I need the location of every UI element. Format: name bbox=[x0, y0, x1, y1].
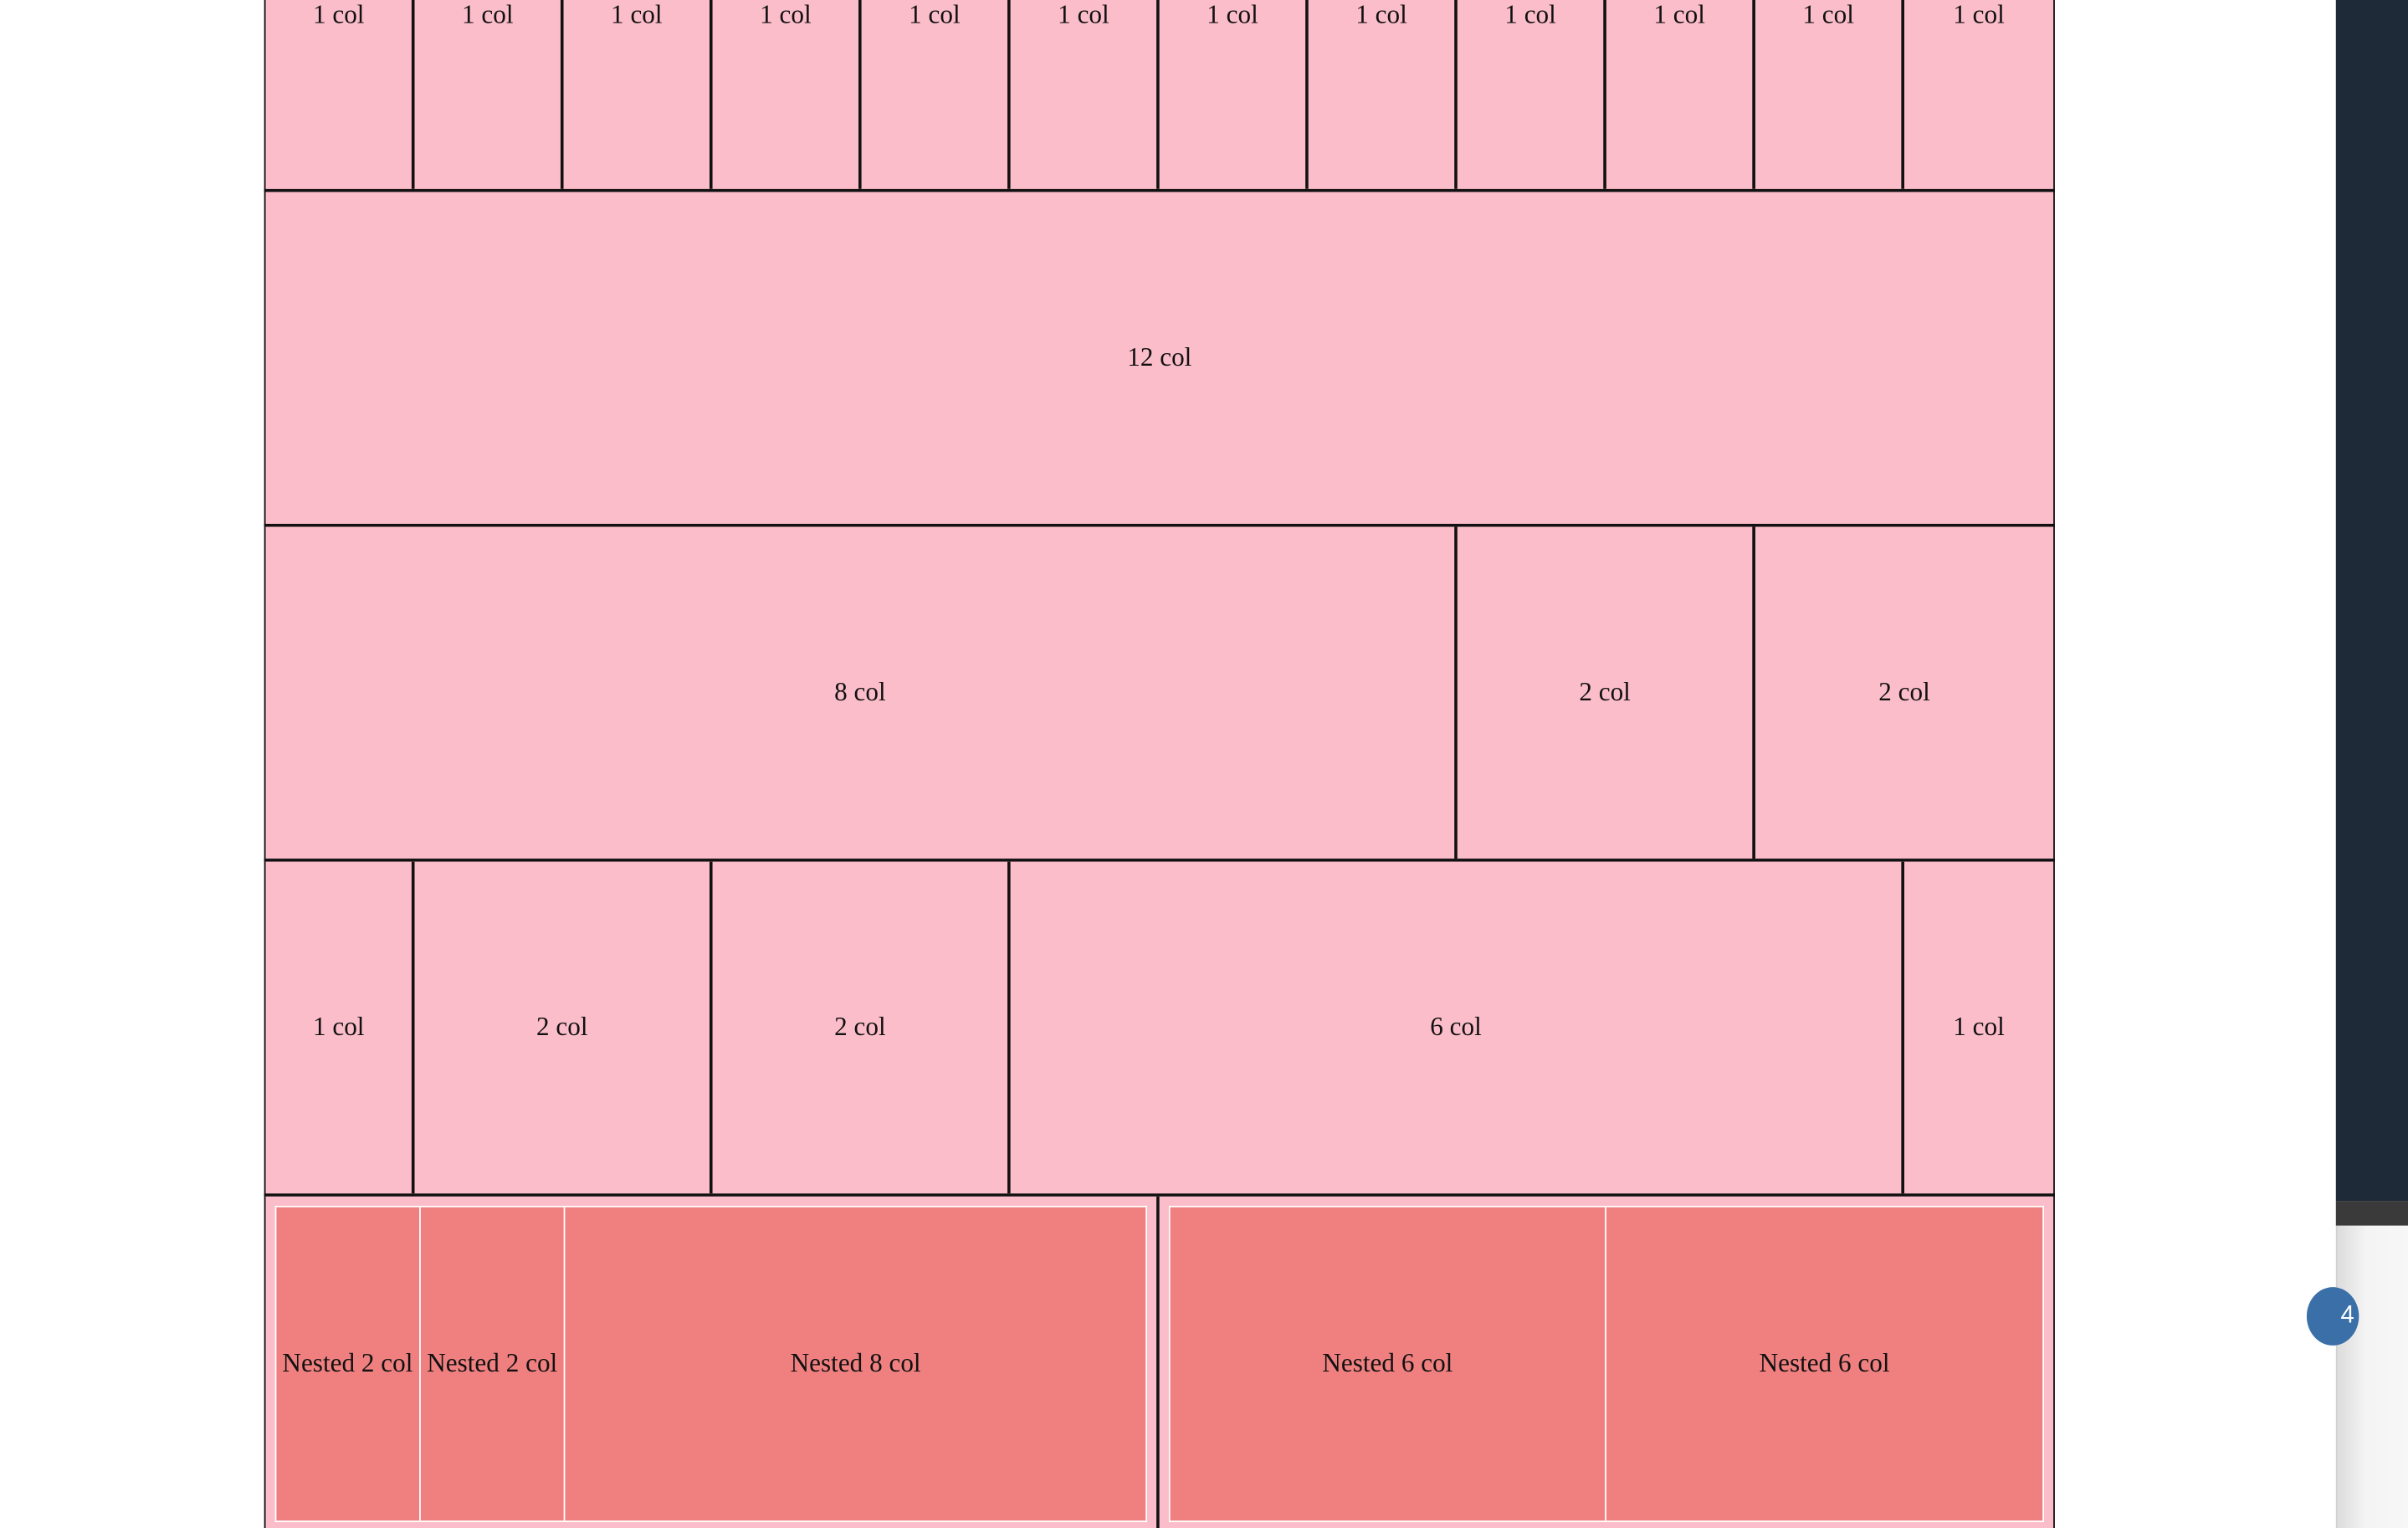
grid-cell: 1 col bbox=[1457, 0, 1606, 189]
grid-cell: 1 col bbox=[414, 0, 564, 189]
grid-demo: 1 col 1 col 1 col 1 col 1 col 1 col 1 co… bbox=[264, 0, 2055, 1528]
nested-cell: Nested 2 col bbox=[274, 1205, 421, 1522]
grid-cell: 8 col bbox=[265, 526, 1458, 859]
grid-cell: 2 col bbox=[1755, 526, 2054, 859]
grid-cell: 1 col bbox=[265, 861, 415, 1194]
nested-container-left: Nested 2 col Nested 2 col Nested 8 col bbox=[265, 1196, 1160, 1528]
grid-cell: 1 col bbox=[1755, 0, 1905, 189]
grid-cell: 1 col bbox=[1904, 861, 2054, 1194]
side-panel-divider bbox=[2335, 1201, 2408, 1226]
grid-cell: 1 col bbox=[563, 0, 713, 189]
notification-count: 4 bbox=[2340, 1302, 2354, 1329]
grid-cell: 1 col bbox=[1159, 0, 1309, 189]
side-panel-lower bbox=[2335, 1225, 2408, 1528]
grid-cell: 1 col bbox=[861, 0, 1011, 189]
nested-cell: Nested 6 col bbox=[1606, 1205, 2045, 1522]
side-panel bbox=[2335, 0, 2408, 1202]
grid-cell: 2 col bbox=[712, 861, 1011, 1194]
grid-row-nested: Nested 2 col Nested 2 col Nested 8 col N… bbox=[264, 1196, 2055, 1528]
grid-cell: 1 col bbox=[1606, 0, 1755, 189]
grid-cell: 1 col bbox=[265, 0, 415, 189]
grid-cell: 1 col bbox=[1308, 0, 1458, 189]
grid-row-2: 12 col bbox=[264, 192, 2055, 527]
grid-row-3: 8 col 2 col 2 col bbox=[264, 526, 2055, 862]
nested-container-right: Nested 6 col Nested 6 col bbox=[1159, 1196, 2054, 1528]
nested-cell: Nested 8 col bbox=[566, 1205, 1148, 1522]
grid-cell: 1 col bbox=[1904, 0, 2054, 189]
nested-cell: Nested 6 col bbox=[1168, 1205, 1606, 1522]
grid-cell: 2 col bbox=[1457, 526, 1755, 859]
grid-row-4: 1 col 2 col 2 col 6 col 1 col bbox=[264, 861, 2055, 1197]
notification-badge[interactable]: 4 bbox=[2306, 1287, 2359, 1346]
grid-cell: 1 col bbox=[1010, 0, 1160, 189]
grid-cell: 1 col bbox=[712, 0, 862, 189]
grid-row-1: 1 col 1 col 1 col 1 col 1 col 1 col 1 co… bbox=[264, 0, 2055, 192]
grid-cell: 6 col bbox=[1010, 861, 1905, 1194]
grid-cell: 12 col bbox=[265, 192, 2054, 524]
grid-cell: 2 col bbox=[414, 861, 713, 1194]
nested-cell: Nested 2 col bbox=[420, 1205, 566, 1522]
